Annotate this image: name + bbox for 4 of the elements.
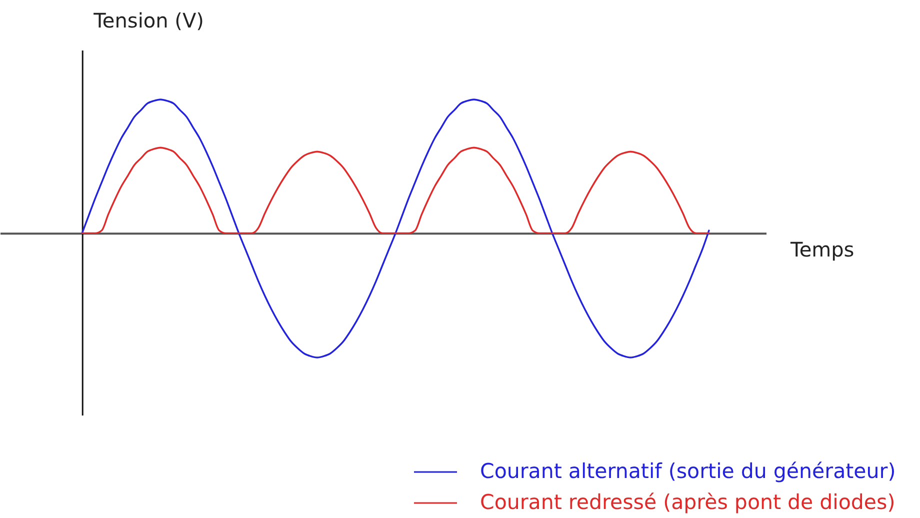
x-axis-title: Temps: [790, 238, 854, 262]
legend-label: Courant alternatif (sortie du générateur): [480, 459, 896, 483]
y-axis-title: Tension (V): [92, 8, 204, 32]
legend-label: Courant redressé (après pont de diodes): [480, 490, 896, 514]
